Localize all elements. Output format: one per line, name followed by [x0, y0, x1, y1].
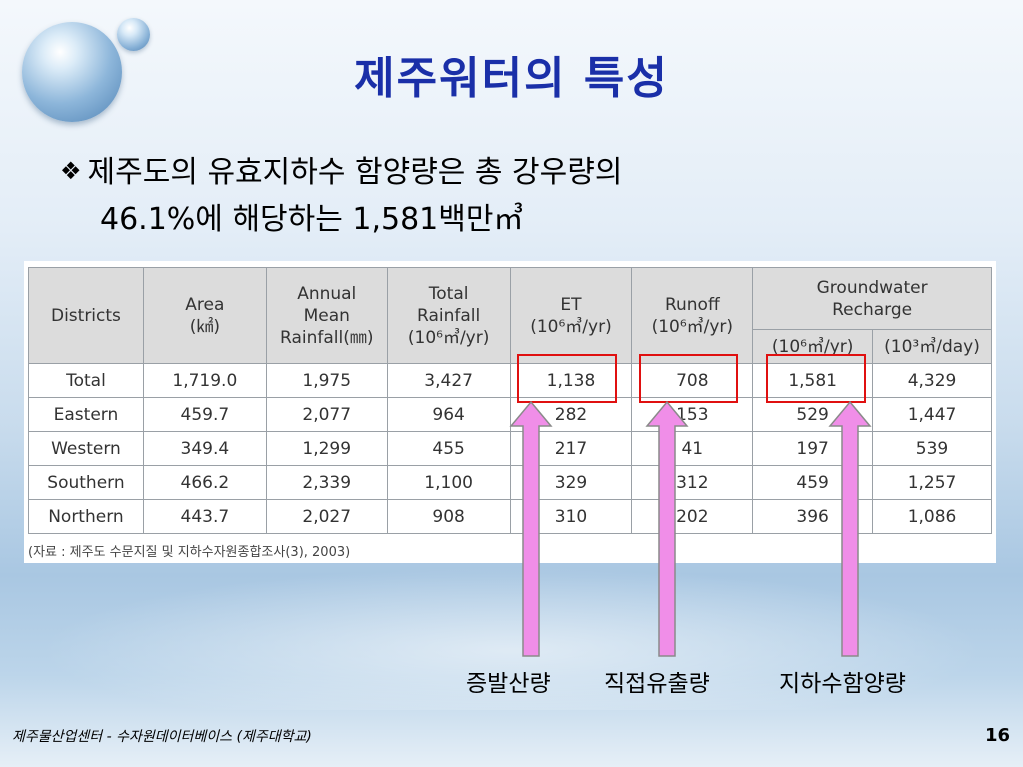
value-cell: 41: [631, 431, 754, 466]
value-cell: 459.7: [142, 397, 267, 432]
district-cell: Total: [28, 363, 144, 398]
value-cell: 1,086: [872, 499, 992, 534]
header-annual-mean-rainfall: Annual Mean Rainfall(㎜): [265, 267, 388, 364]
water-drop-small: [117, 18, 150, 51]
water-drop-logo: [22, 22, 122, 122]
value-cell: 1,581: [752, 363, 874, 398]
value-cell: 539: [872, 431, 992, 466]
value-cell: 908: [386, 499, 511, 534]
et-up-arrow-icon: [509, 400, 553, 657]
value-cell: 349.4: [142, 431, 267, 466]
value-cell: 1,975: [265, 363, 388, 398]
page-number: 16: [985, 725, 1011, 746]
runoff-up-arrow-icon: [645, 400, 689, 657]
runoff-highlight-box: [639, 354, 738, 403]
district-cell: Western: [28, 431, 144, 466]
recharge-highlight-box: [766, 354, 866, 403]
recharge-table: Districts Area (㎢) Annual Mean Rainfall(㎜) …: [28, 267, 992, 534]
value-cell: 2,077: [265, 397, 388, 432]
table-row: Northern 443.7 2,027 908 310 202 396 1,086: [28, 499, 992, 534]
value-cell: 443.7: [142, 499, 267, 534]
bullet-line-2: 46.1%에 해당하는 1,581백만㎥: [100, 202, 524, 237]
value-cell: 312: [631, 465, 754, 500]
header-area: Area (㎢): [142, 267, 267, 364]
value-cell: 202: [631, 499, 754, 534]
value-cell: 1,138: [509, 363, 633, 398]
value-cell: 1,719.0: [142, 363, 267, 398]
header-districts: Districts: [28, 267, 144, 364]
header-total-rainfall: Total Rainfall (10⁶㎥/yr): [386, 267, 511, 364]
recharge-table-image: Districts Area (㎢) Annual Mean Rainfall(㎜) …: [24, 261, 996, 563]
footer-credit: 제주물산업센터 - 수자원데이터베이스 (제주대학교): [12, 729, 312, 745]
value-cell: 455: [386, 431, 511, 466]
header-runoff: Runoff (10⁶㎥/yr): [631, 267, 754, 364]
value-cell: 3,427: [386, 363, 511, 398]
value-cell: 1,299: [265, 431, 388, 466]
value-cell: 1,447: [872, 397, 992, 432]
bullet-line-1: 제주도의 유효지하수 함양량은 총 강우량의: [87, 155, 623, 190]
value-cell: 708: [631, 363, 754, 398]
value-cell: 2,339: [265, 465, 388, 500]
header-recharge-day: (10³㎥/day): [872, 329, 992, 364]
bullet-text: ❖ 제주도의 유효지하수 함양량은 총 강우량의 46.1%에 해당하는 1,58…: [60, 150, 940, 243]
slide-title: 제주워터의 특성: [354, 53, 669, 104]
table-source: (자료 : 제주도 수문지질 및 지하수자원종합조사(3), 2003): [28, 545, 351, 560]
et-highlight-box: [517, 354, 617, 403]
value-cell: 1,257: [872, 465, 992, 500]
header-et: ET (10⁶㎥/yr): [509, 267, 633, 364]
header-recharge-yr: (10⁶㎥/yr): [752, 329, 874, 364]
value-cell: 466.2: [142, 465, 267, 500]
district-cell: Northern: [28, 499, 144, 534]
district-cell: Eastern: [28, 397, 144, 432]
et-label: 증발산량: [466, 671, 551, 697]
recharge-label: 지하수함양량: [779, 671, 906, 697]
value-cell: 2,027: [265, 499, 388, 534]
value-cell: 4,329: [872, 363, 992, 398]
runoff-label: 직접유출량: [604, 671, 710, 697]
diamond-bullet-icon: ❖: [60, 157, 82, 185]
value-cell: 964: [386, 397, 511, 432]
value-cell: 1,100: [386, 465, 511, 500]
recharge-up-arrow-icon: [828, 400, 872, 657]
district-cell: Southern: [28, 465, 144, 500]
header-groundwater-recharge: Groundwater Recharge: [752, 267, 992, 330]
